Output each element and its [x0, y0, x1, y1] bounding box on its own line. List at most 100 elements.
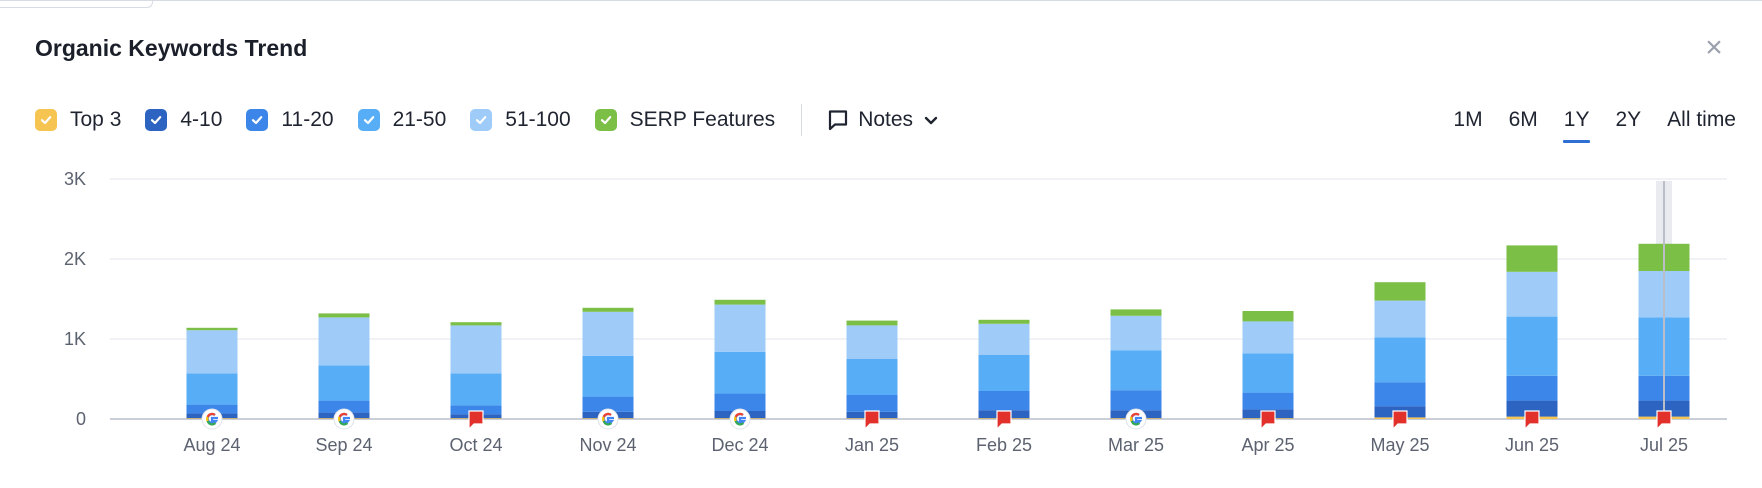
x-tick-label: Dec 24 — [711, 435, 768, 455]
checkbox-icon[interactable] — [470, 109, 493, 131]
bar-segment — [978, 319, 1030, 324]
bar-segment — [450, 325, 502, 374]
checkbox-icon[interactable] — [35, 109, 57, 131]
x-tick-label: Feb 25 — [976, 435, 1032, 455]
bar-segment — [714, 304, 766, 352]
checkbox-icon[interactable] — [357, 109, 380, 131]
bar-segment — [318, 365, 370, 401]
bar-segment — [1242, 353, 1294, 393]
x-tick-label: Jan 25 — [845, 435, 899, 455]
legend-label: 21-50 — [392, 108, 447, 131]
note-flag-icon[interactable] — [1260, 410, 1276, 431]
bar-segment — [714, 299, 766, 305]
chevron-down-icon — [924, 116, 938, 125]
notes-label: Notes — [858, 108, 914, 131]
google-icon[interactable] — [597, 408, 619, 430]
bar-segment — [1374, 337, 1426, 383]
legend-label: 4-10 — [180, 108, 223, 131]
x-tick-label: Jun 25 — [1505, 435, 1559, 455]
close-icon[interactable]: × — [1705, 31, 1723, 64]
bar-segment — [1110, 315, 1162, 351]
checkbox-icon[interactable] — [246, 109, 269, 131]
bar-segment — [846, 325, 898, 359]
checkbox-icon[interactable] — [145, 109, 168, 131]
bar-segment — [186, 373, 238, 405]
google-icon[interactable] — [333, 408, 355, 430]
bar-segment — [582, 355, 634, 397]
y-tick-label: 2K — [64, 249, 86, 269]
legend-item-serp-features[interactable]: SERP Features — [594, 108, 776, 132]
bar-segment — [1110, 309, 1162, 316]
bar-segment — [846, 359, 898, 395]
bar-segment — [186, 327, 238, 331]
bar-segment — [1506, 245, 1558, 272]
bar-segment — [1506, 271, 1558, 317]
range-tab-all-time[interactable]: All time — [1667, 108, 1736, 131]
bar-segment — [582, 396, 634, 412]
bar-segment — [1110, 350, 1162, 391]
bar-segment — [846, 320, 898, 326]
bar-segment — [318, 313, 370, 318]
note-flag-icon[interactable] — [864, 410, 880, 431]
range-tab-1y[interactable]: 1Y — [1562, 108, 1591, 143]
bar-segment — [1110, 390, 1162, 411]
legend-label: SERP Features — [629, 108, 776, 131]
bar-segment — [450, 405, 502, 415]
notes-dropdown[interactable]: Notes — [826, 108, 939, 132]
google-icon[interactable] — [1125, 408, 1147, 430]
legend-item-11-20[interactable]: 11-20 — [246, 108, 334, 132]
legend-item-21-50[interactable]: 21-50 — [357, 108, 447, 132]
legend-item-4-10[interactable]: 4-10 — [145, 108, 222, 132]
checkbox-icon[interactable] — [594, 109, 617, 131]
bar-segment — [582, 311, 634, 356]
legend-label: 51-100 — [505, 108, 571, 131]
bar-segment — [1374, 282, 1426, 301]
legend-item-51-100[interactable]: 51-100 — [470, 108, 571, 132]
bar-segment — [1242, 311, 1294, 322]
x-tick-label: May 25 — [1370, 435, 1429, 455]
x-tick-label: Sep 24 — [315, 435, 372, 455]
x-tick-label: Oct 24 — [449, 435, 502, 455]
legend-item-top-3[interactable]: Top 3 — [35, 108, 121, 132]
bar-segment — [1242, 321, 1294, 354]
bar-segment — [978, 355, 1030, 391]
bar-segment — [1374, 300, 1426, 338]
google-icon[interactable] — [729, 408, 751, 430]
note-flag-icon[interactable] — [468, 410, 484, 431]
bar-segment — [714, 351, 766, 394]
bar-segment — [582, 307, 634, 312]
bar-segment — [1506, 375, 1558, 401]
comment-icon — [829, 110, 848, 131]
google-icon[interactable] — [201, 408, 223, 430]
x-tick-label: Mar 25 — [1108, 435, 1164, 455]
x-tick-label: Jul 25 — [1640, 435, 1688, 455]
note-flag-icon[interactable] — [1656, 410, 1672, 431]
range-tab-1m[interactable]: 1M — [1453, 108, 1483, 131]
bar-segment — [450, 322, 502, 326]
bar-segment — [1506, 400, 1558, 417]
note-flag-icon[interactable] — [1392, 410, 1408, 431]
bar-segment — [450, 373, 502, 406]
bar-segment — [1506, 316, 1558, 376]
legend-label: Top 3 — [70, 108, 122, 131]
bar-segment — [1242, 392, 1294, 410]
legend: Top 3 4-10 11-20 21-50 51-100 SERP Featu… — [35, 104, 939, 136]
bar-segment — [1374, 382, 1426, 407]
note-flag-icon[interactable] — [996, 410, 1012, 431]
bar-segment — [318, 400, 370, 413]
bar-segment — [318, 317, 370, 366]
bar-segment — [978, 323, 1030, 355]
legend-label: 11-20 — [281, 108, 334, 131]
note-flag-icon[interactable] — [1524, 410, 1540, 431]
range-tab-6m[interactable]: 6M — [1508, 108, 1538, 131]
x-tick-label: Apr 25 — [1241, 435, 1294, 455]
range-tab-2y[interactable]: 2Y — [1615, 108, 1642, 131]
legend-divider — [801, 104, 803, 136]
bar-segment — [186, 330, 238, 374]
bar-segment — [714, 393, 766, 411]
panel-title: Organic Keywords Trend — [35, 35, 308, 61]
bar-segment — [978, 391, 1030, 411]
y-tick-label: 1K — [64, 329, 86, 349]
